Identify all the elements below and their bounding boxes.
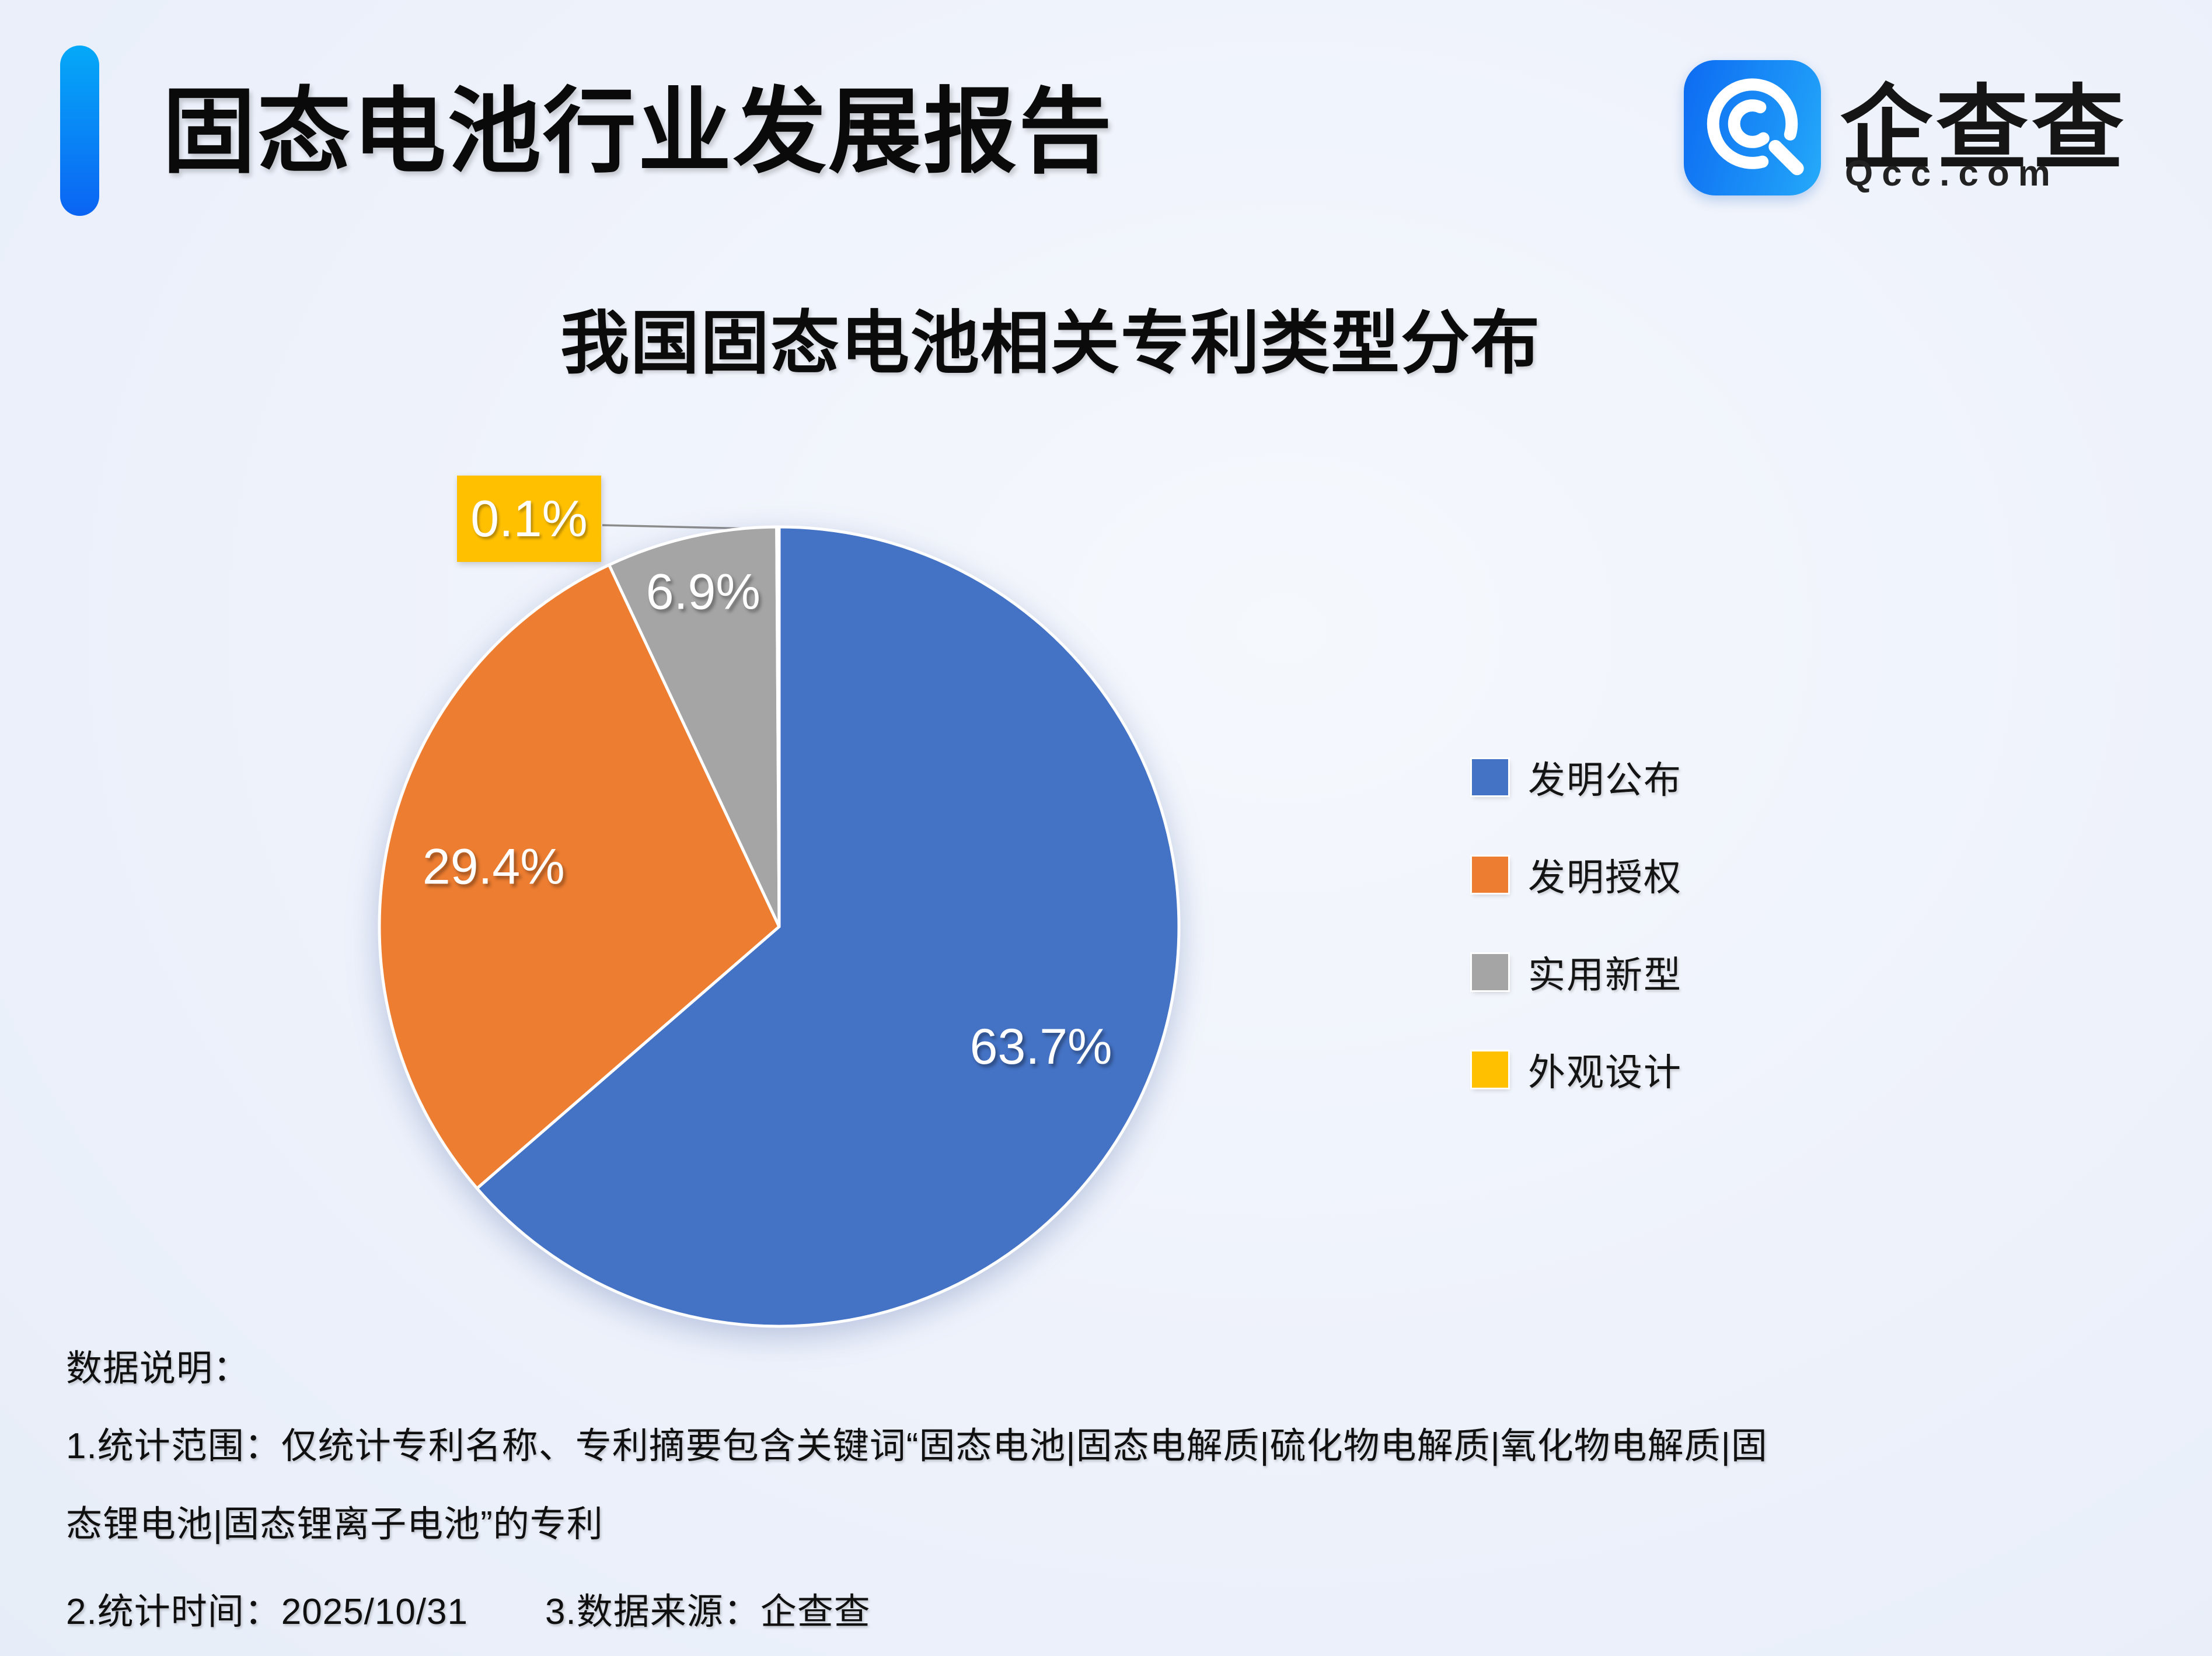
callout-label-design-patent: 0.1%	[457, 476, 601, 562]
legend-swatch-3	[1472, 954, 1508, 990]
legend-item-2: 发明授权	[1472, 856, 1682, 899]
pie-slice-1	[475, 525, 1181, 1328]
notes-heading: 数据说明：	[66, 1348, 250, 1389]
brand-name: 企查查	[1840, 78, 2127, 180]
notes-time-source-line: 2.统计时间：2025/10/31 3.数据来源：企查查	[66, 1582, 871, 1634]
pie-slices	[378, 525, 1181, 1328]
qcc-logo-icon	[1684, 60, 1821, 195]
page-title: 固态电池行业发展报告	[162, 79, 1114, 184]
notes-scope-line2: 态锂电池|固态锂离子电池”的专利	[66, 1504, 603, 1545]
legend-item-1: 发明公布	[1472, 759, 1682, 801]
pie-slice-4	[775, 525, 781, 928]
legend-label-3: 实用新型	[1528, 954, 1682, 996]
legend-item-3: 实用新型	[1472, 953, 1682, 996]
legend-swatch-4	[1472, 1051, 1508, 1088]
pie-chart: 63.7% 29.4% 6.9%	[350, 467, 1226, 1342]
legend-swatch-2	[1472, 857, 1508, 893]
title-accent-bar	[60, 46, 99, 216]
legend-swatch-1	[1472, 759, 1508, 795]
pie-slice-3	[608, 525, 781, 928]
slice-label-2: 29.4%	[423, 839, 565, 895]
slice-label-3: 6.9%	[646, 564, 760, 620]
brand-logo: 企查查 Qcc.com	[1684, 58, 2168, 198]
legend-label-1: 发明公布	[1528, 759, 1682, 801]
pie-slice-2	[378, 563, 781, 1190]
chart-legend: 发明公布发明授权实用新型外观设计	[1472, 759, 1682, 1093]
slice-label-1: 63.7%	[970, 1019, 1112, 1075]
legend-item-4: 外观设计	[1472, 1051, 1682, 1093]
brand-domain: Qcc.com	[1845, 153, 2059, 194]
chart-title: 我国固态电池相关专利类型分布	[560, 305, 1541, 382]
legend-label-2: 发明授权	[1528, 857, 1682, 899]
pie-slice-labels: 63.7% 29.4% 6.9%	[423, 564, 1112, 1075]
notes-source: 3.数据来源：企查查	[545, 1592, 871, 1632]
notes-time: 2.统计时间：2025/10/31	[66, 1592, 469, 1632]
legend-label-4: 外观设计	[1528, 1051, 1682, 1093]
notes-scope-line1: 1.统计范围：仅统计专利名称、专利摘要包含关键词“固态电池|固态电解质|硫化物电…	[66, 1426, 1768, 1466]
